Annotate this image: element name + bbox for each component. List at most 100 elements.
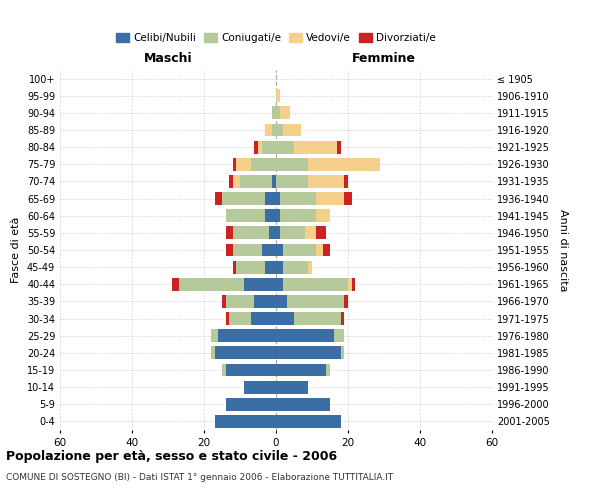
Bar [233,244,262,256]
Bar [344,175,348,188]
Bar [344,192,352,205]
Bar [276,330,334,342]
Bar [226,210,265,222]
Bar [229,312,251,325]
Bar [308,158,380,170]
Bar [218,330,276,342]
Bar [265,192,276,205]
Bar [269,226,276,239]
Y-axis label: Fasce di età: Fasce di età [11,217,21,283]
Bar [276,124,283,136]
Bar [276,380,308,394]
Bar [258,140,262,153]
Bar [276,192,280,205]
Bar [233,175,240,188]
Bar [226,364,276,376]
Bar [280,210,316,222]
Bar [276,140,294,153]
Bar [215,346,276,360]
Bar [226,295,254,308]
Bar [341,312,344,325]
Bar [276,210,280,222]
Bar [229,175,233,188]
Bar [215,415,276,428]
Bar [254,140,258,153]
Bar [226,226,233,239]
Bar [283,244,316,256]
Bar [172,278,179,290]
Bar [276,346,341,360]
Bar [265,124,272,136]
Bar [283,124,301,136]
Bar [272,175,276,188]
Bar [341,346,344,360]
Bar [226,312,229,325]
Legend: Celibi/Nubili, Coniugati/e, Vedovi/e, Divorziati/e: Celibi/Nubili, Coniugati/e, Vedovi/e, Di… [112,28,440,47]
Bar [251,312,276,325]
Bar [283,260,308,274]
Y-axis label: Anni di nascita: Anni di nascita [558,209,568,291]
Bar [316,244,323,256]
Bar [283,278,348,290]
Bar [316,226,326,239]
Bar [305,226,316,239]
Bar [276,158,308,170]
Bar [334,330,344,342]
Bar [240,175,272,188]
Bar [280,192,316,205]
Bar [222,192,265,205]
Bar [244,278,276,290]
Bar [226,244,233,256]
Bar [352,278,355,290]
Bar [254,295,276,308]
Bar [276,278,283,290]
Bar [323,244,330,256]
Bar [316,210,330,222]
Bar [276,295,287,308]
Bar [326,364,330,376]
Bar [280,226,305,239]
Bar [272,124,276,136]
Text: COMUNE DI SOSTEGNO (BI) - Dati ISTAT 1° gennaio 2006 - Elaborazione TUTTITALIA.I: COMUNE DI SOSTEGNO (BI) - Dati ISTAT 1° … [6,472,393,482]
Bar [179,278,244,290]
Bar [348,278,352,290]
Bar [316,192,344,205]
Bar [222,295,226,308]
Text: Popolazione per età, sesso e stato civile - 2006: Popolazione per età, sesso e stato civil… [6,450,337,463]
Bar [276,398,330,410]
Bar [211,330,218,342]
Bar [236,158,251,170]
Bar [276,244,283,256]
Bar [272,106,276,120]
Bar [211,346,215,360]
Bar [233,260,236,274]
Bar [276,260,283,274]
Bar [236,260,265,274]
Text: Maschi: Maschi [143,52,193,65]
Bar [265,210,276,222]
Bar [337,140,341,153]
Bar [276,364,326,376]
Bar [276,90,280,102]
Bar [262,244,276,256]
Bar [280,106,290,120]
Bar [276,175,308,188]
Bar [233,158,236,170]
Bar [215,192,222,205]
Bar [294,140,337,153]
Bar [262,140,276,153]
Bar [287,295,344,308]
Text: Femmine: Femmine [352,52,416,65]
Bar [244,380,276,394]
Bar [308,260,312,274]
Bar [294,312,341,325]
Bar [251,158,276,170]
Bar [276,312,294,325]
Bar [276,226,280,239]
Bar [344,295,348,308]
Bar [276,106,280,120]
Bar [233,226,269,239]
Bar [308,175,344,188]
Bar [222,364,226,376]
Bar [265,260,276,274]
